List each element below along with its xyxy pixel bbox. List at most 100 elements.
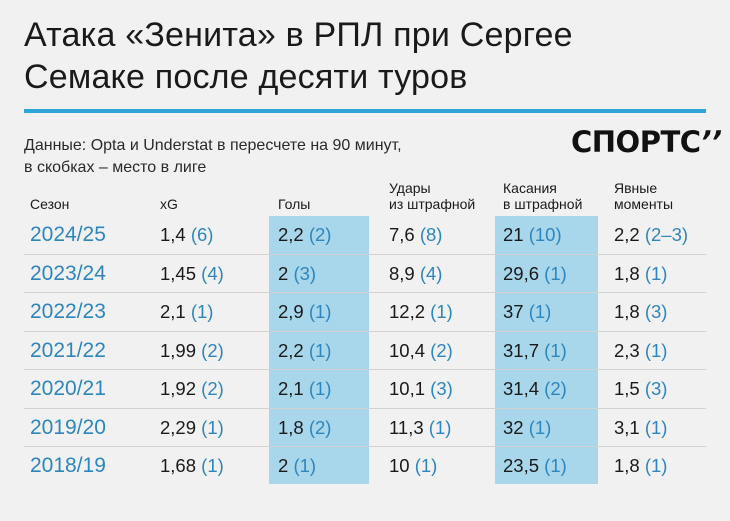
big_chances-rank: (3) [644, 301, 668, 322]
touches_box-cell: 31,4 (2) [503, 370, 567, 408]
xg-value: 1,99 [160, 339, 202, 361]
big_chances-value: 2,2 [614, 224, 645, 245]
touches_box-value: 29,6 [503, 262, 545, 284]
goals-rank: (2) [308, 416, 332, 438]
header-big_chances-line-1: Явные [614, 180, 658, 196]
table-body: 2024/25 1,4 (6) 2,2 (2) 7,6 (8) 21 (10) 2,2 (… [24, 216, 706, 485]
shots_box-rank: (2) [430, 339, 453, 361]
touches_box-rank: (10) [528, 224, 562, 245]
xg-rank: (1) [201, 455, 224, 476]
big_chances-rank: (1) [644, 262, 668, 284]
xg-rank: (1) [201, 416, 224, 438]
header-big_chances: Явные моменты [614, 180, 673, 212]
big_chances-value: 1,5 [614, 378, 645, 399]
goals-value: 1,8 [278, 416, 309, 438]
big_chances-value: 1,8 [614, 455, 645, 476]
touches_box-value: 31,7 [503, 339, 545, 361]
shots_box-value: 10,1 [389, 378, 431, 399]
touches_box-cell: 29,6 (1) [503, 255, 567, 293]
touches_box-value: 21 [503, 224, 529, 245]
xg-cell: 1,4 (6) [160, 216, 213, 254]
shots_box-cell: 7,6 (8) [389, 216, 442, 254]
season-cell: 2020/21 [30, 377, 106, 400]
shots_box-cell: 8,9 (4) [389, 255, 442, 293]
goals-rank: (2) [308, 224, 332, 245]
season-cell: 2023/24 [30, 261, 106, 285]
shots_box-value: 12,2 [389, 301, 431, 322]
goals-column-highlight [269, 216, 369, 484]
xg-cell: 1,99 (2) [160, 332, 224, 370]
goals-rank: (1) [308, 339, 332, 361]
touches-column-highlight [495, 216, 598, 484]
touches_box-value: 23,5 [503, 455, 545, 476]
big_chances-cell: 1,8 (1) [614, 255, 667, 293]
touches_box-value: 32 [503, 416, 529, 438]
touches_box-rank: (1) [544, 455, 567, 476]
table-header: Сезон xG Голы Удары из штрафной Касания в штра… [24, 180, 706, 216]
header-goals-line-1: Голы [278, 196, 311, 212]
big_chances-rank: (2–3) [644, 224, 689, 245]
shots_box-value: 7,6 [389, 224, 420, 245]
header-shots_box-line-2: из штрафной [389, 196, 476, 212]
sports-logo-mark: ’’ [700, 125, 723, 159]
xg-rank: (2) [201, 378, 224, 399]
xg-value: 1,4 [160, 224, 191, 245]
goals-rank: (1) [308, 378, 332, 399]
big_chances-cell: 1,8 (3) [614, 293, 667, 331]
xg-cell: 1,45 (4) [160, 255, 224, 293]
big_chances-cell: 2,3 (1) [614, 332, 667, 370]
xg-cell: 1,92 (2) [160, 370, 224, 408]
big_chances-value: 3,1 [614, 416, 645, 438]
touches_box-rank: (1) [528, 416, 552, 438]
big_chances-rank: (3) [644, 378, 668, 399]
table-row: 2023/24 1,45 (4) 2 (3) 8,9 (4) 29,6 (1) 1,8 (… [24, 253, 706, 293]
season-cell: 2018/19 [30, 454, 106, 477]
goals-value: 2,2 [278, 339, 309, 361]
goals-cell: 2,2 (1) [278, 332, 331, 370]
xg-cell: 2,1 (1) [160, 293, 213, 331]
big_chances-value: 2,3 [614, 339, 645, 361]
shots_box-rank: (3) [430, 378, 453, 399]
goals-rank: (3) [293, 262, 317, 284]
touches_box-rank: (2) [544, 378, 567, 399]
goals-rank: (1) [308, 301, 332, 322]
goals-cell: 2,1 (1) [278, 370, 331, 408]
table-row: 2018/19 1,68 (1) 2 (1) 10 (1) 23,5 (1) 1,8 (1… [24, 446, 706, 485]
table-row: 2020/21 1,92 (2) 2,1 (1) 10,1 (3) 31,4 (2) 1,… [24, 369, 706, 408]
header-xg: xG [160, 196, 178, 212]
big_chances-rank: (1) [644, 416, 668, 438]
shots_box-cell: 10,1 (3) [389, 370, 453, 408]
big_chances-cell: 1,8 (1) [614, 447, 667, 485]
season-cell: 2022/23 [30, 300, 106, 323]
xg-value: 1,45 [160, 262, 202, 284]
source-note-line-1: Данные: Opta и Understat в пересчете на … [24, 137, 402, 154]
goals-rank: (1) [293, 455, 317, 476]
header-touches_box-line-1: Касания [503, 180, 557, 196]
touches_box-cell: 31,7 (1) [503, 332, 567, 370]
header-touches_box: Касания в штрафной [503, 180, 582, 212]
touches_box-cell: 23,5 (1) [503, 447, 567, 485]
goals-cell: 2,2 (2) [278, 216, 331, 254]
goals-value: 2,9 [278, 301, 309, 322]
shots_box-rank: (4) [419, 262, 443, 284]
shots_box-cell: 12,2 (1) [389, 293, 453, 331]
sports-logo: СПОРТС’’ [571, 125, 722, 159]
shots_box-rank: (1) [430, 301, 453, 322]
xg-cell: 1,68 (1) [160, 447, 224, 485]
big_chances-value: 1,8 [614, 262, 645, 284]
big_chances-cell: 2,2 (2–3) [614, 216, 688, 254]
touches_box-rank: (1) [528, 301, 552, 322]
goals-value: 2,1 [278, 378, 309, 399]
shots_box-cell: 10 (1) [389, 447, 437, 485]
xg-rank: (6) [190, 224, 214, 245]
table-row: 2021/22 1,99 (2) 2,2 (1) 10,4 (2) 31,7 (1) 2,… [24, 330, 706, 370]
header-goals: Голы [278, 196, 310, 212]
touches_box-cell: 32 (1) [503, 409, 551, 447]
goals-value: 2 [278, 262, 294, 284]
touches_box-value: 31,4 [503, 378, 545, 399]
table-row: 2022/23 2,1 (1) 2,9 (1) 12,2 (1) 37 (1) 1,8 (… [24, 292, 706, 331]
table-row: 2024/25 1,4 (6) 2,2 (2) 7,6 (8) 21 (10) 2,2 (… [24, 216, 706, 254]
header-shots_box-line-1: Удары [389, 180, 431, 196]
big_chances-cell: 3,1 (1) [614, 409, 667, 447]
source-note: Данные: Opta и Understat в пересчете на … [24, 135, 504, 179]
